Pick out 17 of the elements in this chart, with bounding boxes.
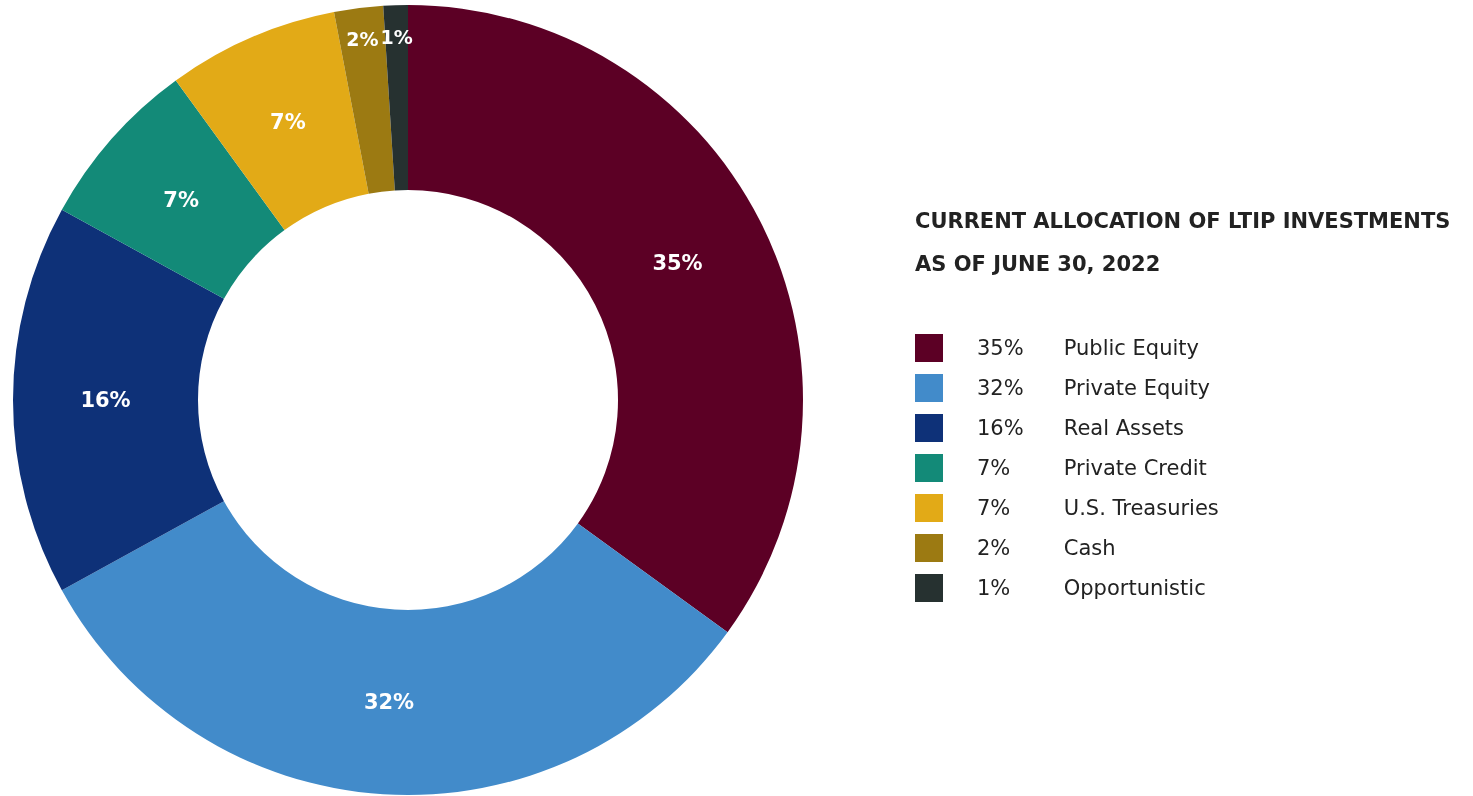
data-label: 32%	[363, 689, 415, 714]
donut-slice	[13, 209, 224, 591]
data-label: 35%	[652, 250, 703, 275]
legend-label: 32% Private Equity	[977, 376, 1211, 400]
text: CURRENT ALLOCATION OF LTIP INVESTMENTS AS OF JUNE 30, 2022	[915, 209, 1451, 276]
legend-label: 16% Real Assets	[977, 416, 1185, 440]
legend-label: 7% U.S. Treasuries	[977, 496, 1219, 520]
data-label: 2%	[346, 28, 379, 51]
donut-slice	[61, 501, 728, 795]
legend-label: 2% Cash	[977, 536, 1116, 560]
data-label: 7%	[163, 187, 199, 212]
data-label: 16%	[80, 388, 131, 412]
legend-label: 35% Public Equity	[977, 336, 1199, 360]
legend-label: 7% Private Credit	[977, 456, 1207, 480]
data-label: 7%	[270, 110, 306, 135]
legend-label: 1% Opportunistic	[977, 576, 1206, 600]
data-label: 1%	[380, 25, 413, 48]
